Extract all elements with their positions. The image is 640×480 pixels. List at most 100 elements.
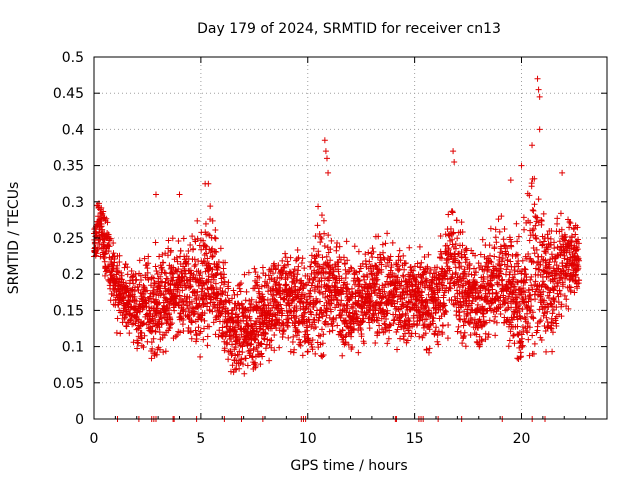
data-point xyxy=(116,259,123,266)
data-point xyxy=(153,351,160,358)
data-point xyxy=(355,349,362,356)
data-point xyxy=(170,304,177,311)
data-point xyxy=(123,323,130,330)
data-point xyxy=(290,333,297,340)
data-point xyxy=(145,253,152,260)
data-point xyxy=(325,232,332,239)
data-point xyxy=(241,370,248,377)
data-point xyxy=(131,293,138,300)
data-point xyxy=(134,345,141,352)
data-point xyxy=(431,331,438,338)
y-tick-label: 0.4 xyxy=(62,122,84,138)
data-point xyxy=(394,346,401,353)
data-point xyxy=(471,272,478,279)
data-point xyxy=(164,252,171,259)
data-point xyxy=(531,340,538,347)
data-point xyxy=(205,180,212,187)
data-point xyxy=(158,321,165,328)
data-point xyxy=(100,253,107,260)
data-point xyxy=(521,226,528,233)
data-point xyxy=(110,250,117,257)
data-point xyxy=(506,337,513,344)
data-point xyxy=(180,235,187,242)
data-point xyxy=(544,235,551,242)
data-point xyxy=(161,332,168,339)
data-point xyxy=(500,236,507,243)
data-point xyxy=(163,275,170,282)
data-point xyxy=(537,317,544,324)
data-point xyxy=(138,276,145,283)
data-point xyxy=(118,269,125,276)
y-tick-label: 0.45 xyxy=(53,86,84,102)
data-point xyxy=(110,266,117,273)
data-point xyxy=(152,239,159,246)
data-point xyxy=(104,219,111,226)
data-point xyxy=(338,297,345,304)
data-point xyxy=(153,268,160,275)
data-point xyxy=(462,343,469,350)
data-point xyxy=(317,239,324,246)
data-point xyxy=(225,310,232,317)
data-point xyxy=(289,338,296,345)
data-point xyxy=(145,276,152,283)
data-point xyxy=(136,257,143,264)
data-point xyxy=(119,319,126,326)
data-point xyxy=(136,281,143,288)
data-point xyxy=(147,282,154,289)
data-point xyxy=(160,291,167,298)
data-point xyxy=(529,207,536,214)
y-tick-label: 0.2 xyxy=(62,267,84,283)
data-point xyxy=(117,330,124,337)
data-point xyxy=(105,231,112,238)
data-point xyxy=(116,252,123,259)
data-point xyxy=(450,148,457,155)
y-tick-label: 0.5 xyxy=(62,50,84,66)
data-point xyxy=(148,355,155,362)
data-point xyxy=(315,203,322,210)
x-axis-title: GPS time / hours xyxy=(290,458,407,474)
data-point xyxy=(128,316,135,323)
data-point xyxy=(348,285,355,292)
data-point xyxy=(543,348,550,355)
data-point xyxy=(134,339,141,346)
data-point xyxy=(532,222,539,229)
data-point xyxy=(522,271,529,278)
data-point xyxy=(299,352,306,359)
data-point xyxy=(567,284,574,291)
data-point xyxy=(563,296,570,303)
data-point xyxy=(321,243,328,250)
data-point xyxy=(554,215,561,222)
data-point xyxy=(366,325,373,332)
data-point xyxy=(454,235,461,242)
data-point xyxy=(417,263,424,270)
data-point xyxy=(191,263,198,270)
data-point xyxy=(527,276,534,283)
data-point xyxy=(177,247,184,254)
data-point xyxy=(140,304,147,311)
data-point xyxy=(322,148,329,155)
data-point xyxy=(336,243,343,250)
data-point xyxy=(497,311,504,318)
data-point xyxy=(389,239,396,246)
data-point xyxy=(495,216,502,223)
data-point xyxy=(406,244,413,251)
data-point xyxy=(141,284,148,291)
data-point xyxy=(433,324,440,331)
data-point xyxy=(212,227,219,234)
data-point xyxy=(312,350,319,357)
data-point xyxy=(387,253,394,260)
data-point xyxy=(499,276,506,283)
data-point xyxy=(534,75,541,82)
data-point xyxy=(490,309,497,316)
data-point xyxy=(162,279,169,286)
data-point xyxy=(315,332,322,339)
data-point xyxy=(492,332,499,339)
x-tick-label: 5 xyxy=(196,431,205,447)
data-point xyxy=(536,126,543,133)
data-point xyxy=(321,320,328,327)
data-point xyxy=(287,254,294,261)
data-point xyxy=(149,327,156,334)
data-point xyxy=(114,262,121,269)
data-point xyxy=(347,264,354,271)
data-point xyxy=(508,243,515,250)
